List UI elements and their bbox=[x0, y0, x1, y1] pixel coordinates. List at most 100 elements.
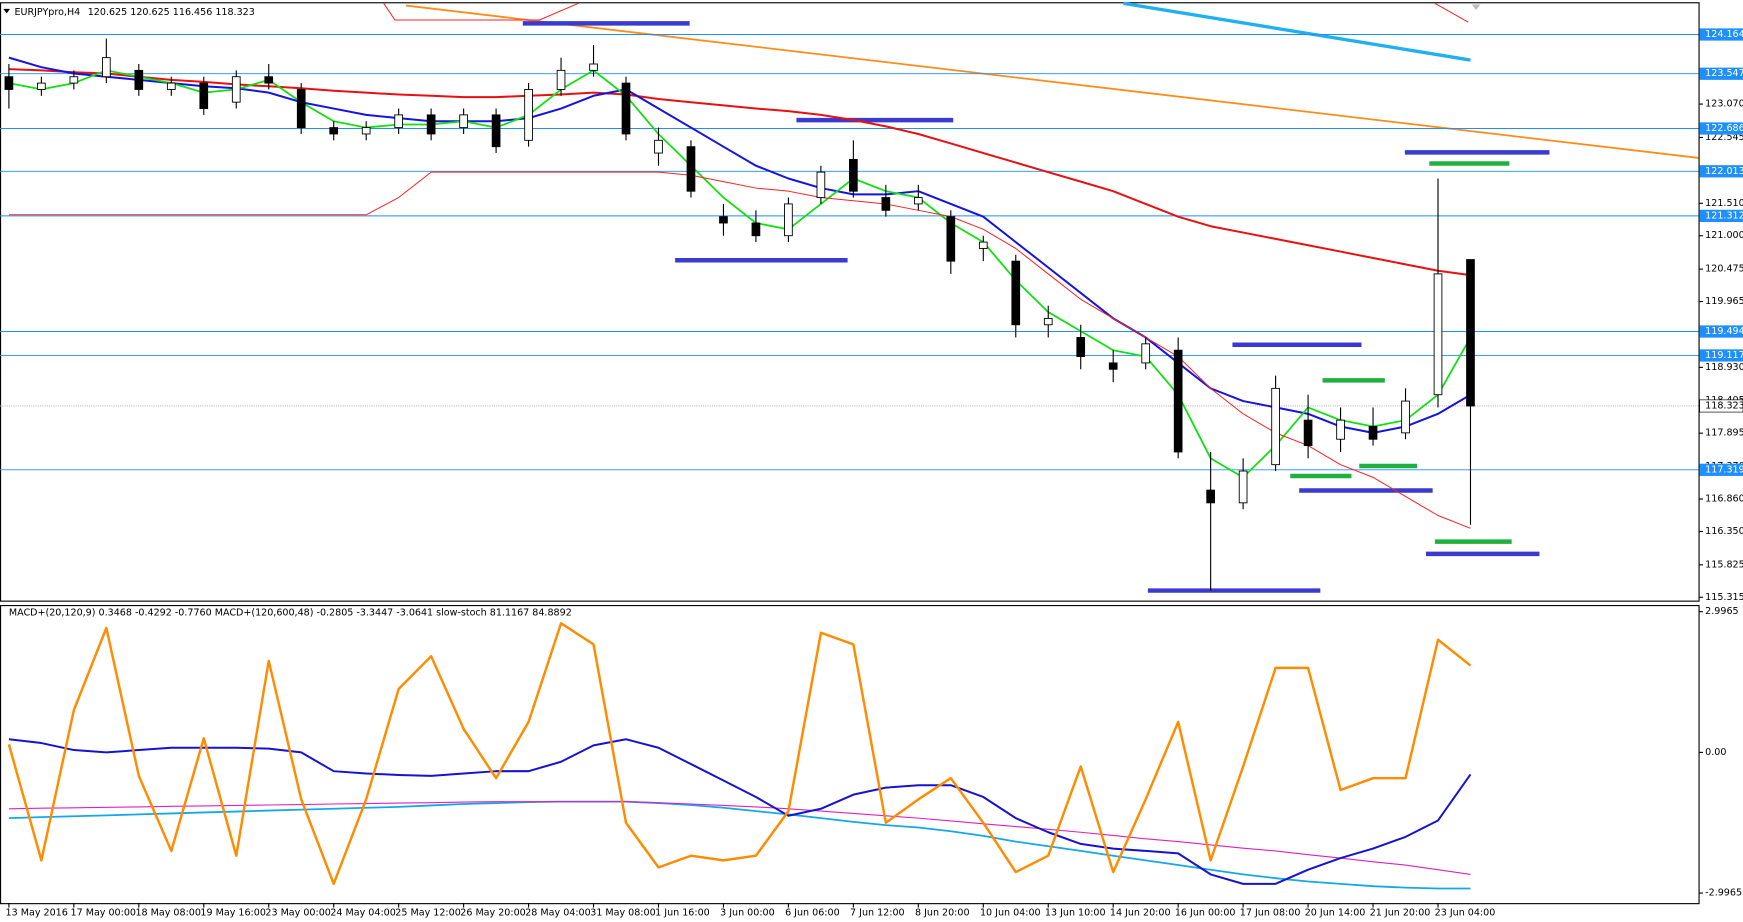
open-value: 120.625 bbox=[88, 7, 127, 18]
x-tick-label: 20 Jun 14:00 bbox=[1305, 908, 1366, 919]
x-tick-label: 23 Jun 04:00 bbox=[1435, 908, 1496, 919]
candle-body bbox=[621, 82, 631, 135]
y-tick-label: 116.860 bbox=[1705, 494, 1743, 505]
y-tick-label: -2.9965 bbox=[1705, 888, 1742, 899]
candle-body bbox=[166, 82, 176, 90]
level-label: 121.312 bbox=[1705, 210, 1743, 221]
x-tick-label: 18 May 08:00 bbox=[135, 908, 200, 919]
y-tick-label: 119.965 bbox=[1705, 296, 1743, 307]
indicator-line bbox=[7, 622, 1472, 886]
candle-body bbox=[329, 127, 339, 135]
candle-body bbox=[491, 114, 501, 148]
candle-body bbox=[426, 114, 436, 135]
x-tick-label: 8 Jun 20:00 bbox=[915, 908, 970, 919]
y-tick-label: 0.00 bbox=[1705, 747, 1726, 758]
candle-body bbox=[361, 127, 371, 135]
y-tick-label: 115.315 bbox=[1705, 592, 1743, 603]
y-tick-label: 116.350 bbox=[1705, 526, 1743, 537]
candle-body bbox=[134, 69, 144, 90]
candle-body bbox=[654, 139, 663, 154]
indicator-line bbox=[8, 56, 1471, 434]
candle-body bbox=[1043, 317, 1053, 326]
candle-body bbox=[459, 114, 468, 129]
candle-body bbox=[231, 76, 241, 103]
x-tick-label: 25 May 12:00 bbox=[395, 908, 460, 919]
candle-body bbox=[69, 76, 79, 84]
support-resistance-marks bbox=[522, 21, 1550, 593]
x-tick-label: 13 May 2016 bbox=[6, 908, 68, 919]
y-tick-label: 120.475 bbox=[1705, 264, 1743, 275]
candle-body bbox=[1011, 260, 1021, 326]
level-label-box bbox=[1699, 209, 1743, 222]
indicator-line bbox=[8, 69, 1472, 479]
candle-body bbox=[296, 89, 306, 129]
indicator-pane-frame bbox=[0, 605, 1700, 905]
level-label: 123.547 bbox=[1705, 68, 1743, 79]
candle-body bbox=[1206, 489, 1215, 504]
drawings bbox=[3, 1, 1699, 593]
y-tick-label: 115.825 bbox=[1705, 559, 1743, 570]
x-tick-label: 13 Jun 10:00 bbox=[1045, 908, 1106, 919]
candle-body bbox=[978, 241, 988, 249]
y-tick-label: 118.930 bbox=[1705, 362, 1743, 373]
level-label: 119.117 bbox=[1705, 350, 1743, 361]
shift-triangle bbox=[1471, 4, 1481, 11]
candle-body bbox=[1303, 419, 1313, 447]
indicator-line bbox=[8, 738, 1472, 885]
candle-body bbox=[946, 216, 956, 262]
x-tick-label: 24 May 04:00 bbox=[330, 908, 395, 919]
x-tick-label: 21 Jun 20:00 bbox=[1370, 908, 1431, 919]
menu-triangle[interactable] bbox=[3, 8, 11, 14]
candle-body bbox=[1238, 470, 1248, 504]
candle-body bbox=[556, 69, 566, 90]
candle-body bbox=[394, 114, 403, 129]
candle-body bbox=[1173, 349, 1183, 453]
x-tick-label: 10 Jun 04:00 bbox=[980, 908, 1041, 919]
x-tick-label: 7 Jun 12:00 bbox=[850, 908, 905, 919]
level-label: 124.164 bbox=[1705, 29, 1743, 40]
candle-body bbox=[524, 89, 533, 141]
candle-body bbox=[1076, 337, 1086, 358]
y-tick-label: 117.895 bbox=[1705, 428, 1743, 439]
x-tick-label: 17 Jun 08:00 bbox=[1240, 908, 1301, 919]
y-tick-label: 121.000 bbox=[1705, 230, 1743, 241]
trendline bbox=[1123, 1, 1471, 62]
candle-body bbox=[1141, 343, 1151, 364]
x-tick-label: 19 May 16:00 bbox=[200, 908, 265, 919]
symbol: EURJPYpro,H4 bbox=[14, 7, 80, 18]
x-tick-label: 26 May 20:00 bbox=[460, 908, 525, 919]
candle-body bbox=[199, 82, 209, 109]
level-label-box bbox=[1699, 122, 1743, 135]
x-tick-label: 17 May 00:00 bbox=[71, 908, 136, 919]
x-tick-label: 16 Jun 00:00 bbox=[1175, 908, 1236, 919]
level-label: 117.319 bbox=[1705, 464, 1743, 475]
candle-body bbox=[4, 76, 14, 90]
level-label: 119.494 bbox=[1705, 326, 1743, 337]
band-line bbox=[1434, 2, 1469, 23]
candle-body bbox=[686, 146, 696, 192]
y-tick-label: 123.070 bbox=[1705, 99, 1743, 110]
candle-body bbox=[1466, 259, 1475, 407]
x-tick-label: 3 Jun 00:00 bbox=[720, 908, 775, 919]
candle-body bbox=[1401, 400, 1410, 434]
x-tick-label: 28 May 04:00 bbox=[525, 908, 590, 919]
candle-body bbox=[1108, 362, 1118, 370]
x-tick-label: 31 May 08:00 bbox=[590, 908, 655, 919]
y-tick-label: 122.545 bbox=[1705, 132, 1743, 143]
level-label-box bbox=[1699, 463, 1743, 476]
level-label-box bbox=[1699, 325, 1743, 338]
x-tick-label: 1 Jun 16:00 bbox=[655, 908, 710, 919]
y-tick-label: 121.510 bbox=[1705, 198, 1743, 209]
level-label: 122.686 bbox=[1705, 123, 1743, 134]
level-label-box bbox=[1699, 165, 1743, 178]
x-tick-label: 23 May 00:00 bbox=[265, 908, 330, 919]
candle-body bbox=[589, 63, 598, 71]
candle-body bbox=[913, 197, 923, 205]
chart-header: EURJPYpro,H4 120.625 120.625 116.456 118… bbox=[14, 7, 254, 18]
candle-body bbox=[881, 197, 891, 211]
candle-body bbox=[264, 76, 274, 84]
candle-body bbox=[816, 171, 826, 199]
x-tick-label: 6 Jun 06:00 bbox=[785, 908, 840, 919]
candle-body bbox=[1271, 387, 1280, 466]
